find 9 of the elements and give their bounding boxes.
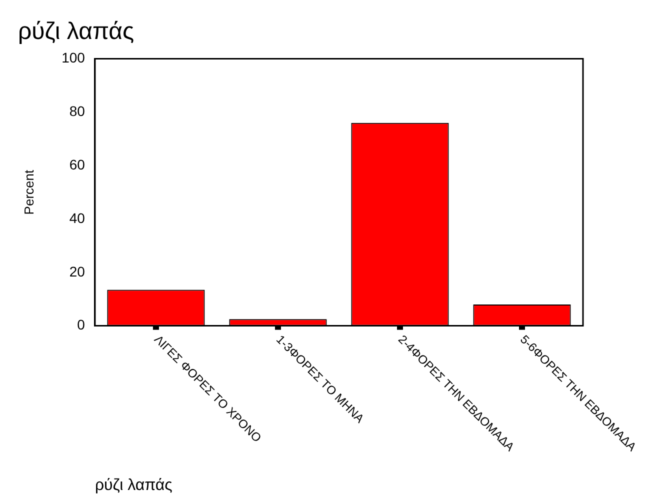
y-tick-label: 0 [77, 316, 86, 333]
x-axis-title: ρύζι λαπάς [94, 476, 173, 494]
y-tick-label: 80 [69, 103, 86, 120]
y-tick-label: 100 [62, 50, 86, 66]
chart-title: ρύζι λαπάς [18, 18, 134, 46]
y-axis-title: Percent [21, 170, 36, 215]
y-tick-label: 40 [69, 210, 86, 226]
y-tick-label: 60 [69, 156, 86, 172]
y-tick-label: 20 [69, 263, 86, 280]
